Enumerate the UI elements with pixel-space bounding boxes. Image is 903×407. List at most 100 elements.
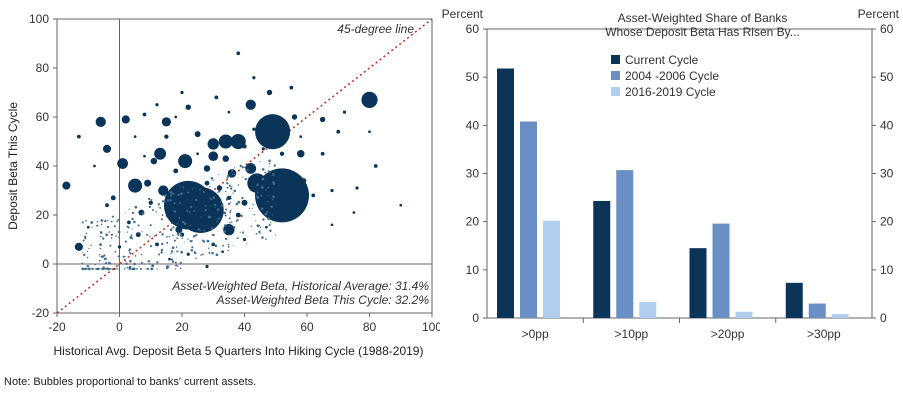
y-axis-title: Deposit Beta This Cycle	[6, 102, 20, 230]
small-bubble	[169, 194, 173, 197]
annotation-current: Asset-Weighted Beta This Cycle: 32.2%	[215, 293, 429, 307]
small-bubble	[136, 267, 138, 270]
small-bubble	[124, 260, 127, 262]
small-bubble	[106, 267, 109, 271]
small-bubble	[179, 261, 182, 264]
small-bubble	[128, 248, 132, 251]
small-bubble	[229, 211, 232, 214]
bubble	[255, 114, 291, 150]
bubble	[218, 134, 233, 149]
small-bubble	[117, 219, 120, 222]
small-bubble	[214, 244, 218, 248]
annotation-historical: Asset-Weighted Beta, Historical Average:…	[171, 279, 429, 293]
y-tick-label-right: 0	[880, 311, 887, 325]
small-bubble	[99, 231, 103, 234]
small-bubble	[103, 259, 105, 261]
small-bubble	[100, 235, 102, 238]
small-bubble	[168, 265, 170, 267]
small-bubble	[183, 222, 187, 226]
bar	[712, 223, 730, 318]
small-bubble	[262, 184, 264, 186]
small-bubble	[131, 228, 133, 230]
bubble	[144, 179, 152, 187]
small-bubble	[147, 197, 151, 201]
small-bubble	[160, 218, 163, 221]
small-bubble	[84, 235, 87, 238]
small-bubble	[128, 265, 132, 269]
small-bubble	[178, 216, 180, 218]
small-bubble	[85, 268, 87, 270]
small-bubble	[172, 226, 175, 229]
bubble	[223, 224, 235, 236]
small-bubble	[131, 267, 135, 271]
category-label: >0pp	[522, 327, 549, 341]
bubble	[95, 116, 106, 128]
bar	[689, 248, 707, 318]
small-bubble	[146, 233, 149, 236]
small-bubble	[139, 267, 142, 270]
small-bubble	[90, 221, 94, 224]
small-bubble	[218, 190, 221, 193]
bubble	[204, 180, 210, 186]
small-bubble	[124, 240, 127, 243]
small-bubble	[98, 254, 101, 256]
small-bubble	[261, 168, 265, 171]
small-bubble	[151, 268, 154, 270]
scatter-axes	[53, 18, 433, 317]
y-tick-label-left: 60	[466, 22, 480, 36]
small-bubble	[247, 177, 250, 179]
small-bubble	[169, 190, 173, 194]
small-bubble	[265, 238, 267, 240]
small-bubble	[104, 257, 107, 261]
small-bubble	[117, 255, 120, 258]
small-bubble	[149, 245, 153, 248]
small-bubble	[175, 264, 178, 267]
small-bubble	[105, 268, 107, 270]
bubble	[222, 155, 229, 162]
small-bubble	[96, 267, 100, 271]
small-bubble	[175, 247, 178, 249]
y-tick-label: -20	[32, 306, 50, 320]
bubble	[368, 130, 371, 134]
small-bubble	[86, 265, 89, 268]
small-bubble	[227, 243, 230, 246]
small-bubble	[124, 212, 126, 214]
x-tick-label: 40	[238, 320, 252, 334]
small-bubble	[209, 185, 211, 188]
small-bubble	[227, 249, 229, 252]
bubble	[178, 154, 193, 169]
small-bubble	[86, 250, 89, 253]
small-bubble	[255, 220, 257, 222]
small-bubble	[233, 173, 236, 176]
bubble	[93, 164, 96, 168]
bubble	[121, 115, 130, 124]
bubble	[330, 223, 334, 227]
small-bubble	[183, 241, 185, 243]
small-bubble	[239, 164, 242, 168]
small-bubble	[117, 230, 121, 234]
bar	[735, 311, 753, 318]
category-label: >20pp	[711, 327, 745, 341]
small-bubble	[230, 187, 233, 190]
small-bubble	[227, 202, 231, 205]
bubble	[265, 225, 268, 229]
small-bubble	[248, 207, 250, 209]
bubble	[173, 168, 179, 174]
small-bubble	[95, 268, 97, 270]
small-bubble	[149, 236, 151, 238]
small-bubble	[255, 233, 258, 235]
small-bubble	[257, 174, 259, 177]
small-bubble	[96, 224, 99, 227]
small-bubble	[260, 194, 263, 197]
bubble	[252, 76, 256, 80]
small-bubble	[166, 241, 169, 244]
small-bubble	[166, 199, 170, 202]
bubble	[194, 131, 201, 138]
small-bubble	[161, 242, 164, 246]
small-bubble	[199, 229, 201, 232]
bubble	[135, 232, 141, 238]
small-bubble	[241, 196, 244, 200]
small-bubble	[259, 160, 261, 163]
small-bubble	[261, 177, 265, 181]
small-bubble	[156, 268, 158, 270]
